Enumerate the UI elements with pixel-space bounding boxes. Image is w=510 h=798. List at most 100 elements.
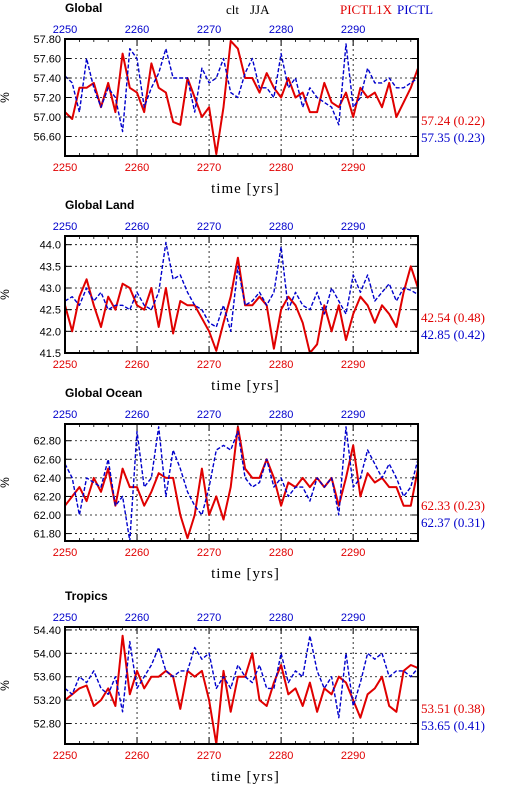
header-season-label: JJA [250, 2, 270, 17]
x-tick-label-top: 2260 [125, 409, 149, 421]
mean-label-pictl1x: 57.24 (0.22) [421, 113, 485, 128]
x-tick-label-bottom: 2250 [53, 547, 77, 559]
panel-title: Global [65, 1, 102, 15]
x-tick-label-bottom: 2290 [341, 547, 365, 559]
series-line-pictl1x [64, 425, 419, 540]
x-tick-label-top: 2250 [53, 409, 77, 421]
x-tick-label-bottom: 2260 [125, 750, 149, 762]
y-tick-label: 54.00 [33, 648, 61, 660]
y-tick-label: 42.5 [40, 305, 61, 317]
y-axis-label: % [0, 289, 12, 300]
x-tick-label-top: 2280 [269, 24, 293, 36]
y-tick-label: 54.40 [33, 625, 61, 637]
y-tick-label: 52.80 [33, 719, 61, 731]
y-tick-label: 44.0 [40, 240, 61, 252]
mean-label-pictl: 62.37 (0.31) [421, 515, 485, 530]
series-line-pictl1x [64, 256, 419, 354]
series-line-pictl1x [64, 39, 419, 156]
x-tick-label-top: 2290 [341, 612, 365, 624]
x-tick-label-top: 2270 [197, 612, 221, 624]
x-tick-label-bottom: 2260 [125, 359, 149, 371]
plot-frame [64, 423, 419, 542]
x-tick-label-top: 2270 [197, 409, 221, 421]
x-tick-label-bottom: 2260 [125, 547, 149, 559]
x-tick-label-bottom: 2270 [197, 359, 221, 371]
x-tick-label-top: 2250 [53, 612, 77, 624]
x-tick-label-top: 2260 [125, 221, 149, 233]
header-exp2-label: PICTL [397, 2, 433, 17]
panel-title: Global Land [65, 198, 134, 212]
plot-frame [64, 626, 419, 745]
mean-label-pictl: 57.35 (0.23) [421, 130, 485, 145]
x-tick-label-bottom: 2290 [341, 359, 365, 371]
x-tick-label-bottom: 2280 [269, 547, 293, 559]
y-tick-label: 62.20 [33, 491, 61, 503]
chart-panel-4: Tropics52.8053.2053.6054.0054.4022502250… [0, 589, 485, 785]
x-tick-label-bottom: 2280 [269, 750, 293, 762]
y-tick-label: 43.5 [40, 261, 61, 273]
x-tick-label-bottom: 2270 [197, 162, 221, 174]
y-tick-label: 56.60 [33, 132, 61, 144]
y-axis-label: % [0, 92, 12, 103]
x-tick-label-bottom: 2270 [197, 750, 221, 762]
series-line-pictl1x [64, 634, 419, 745]
x-tick-label-top: 2280 [269, 221, 293, 233]
x-tick-label-bottom: 2290 [341, 162, 365, 174]
y-tick-label: 57.80 [33, 34, 61, 46]
chart-panel-2: Global Land 41.5 42.0 42.5 43.0 43.5 44.0 2250 2… [0, 198, 485, 394]
mean-label-pictl1x: 53.51 (0.38) [421, 701, 485, 716]
y-tick-label: 62.80 [33, 436, 61, 448]
x-tick-label-top: 2280 [269, 612, 293, 624]
y-tick-label: 57.40 [33, 73, 61, 85]
series-line-pictl [64, 426, 419, 542]
x-axis-label: time [yrs] [211, 769, 280, 785]
panel-title: Tropics [65, 589, 108, 603]
y-tick-label: 57.20 [33, 93, 61, 105]
header-var-label: clt [226, 2, 239, 17]
x-tick-label-top: 2290 [341, 24, 365, 36]
chart-panel-3: Global Ocean 61.80 62.00 62.20 62.40 62.60 62.… [0, 386, 485, 582]
series-line-pictl [64, 635, 419, 719]
mean-label-pictl: 53.65 (0.41) [421, 718, 485, 733]
plot-frame [64, 235, 419, 354]
x-axis-label: time [yrs] [211, 181, 280, 197]
x-tick-label-bottom: 2260 [125, 162, 149, 174]
y-tick-label: 41.5 [40, 348, 61, 360]
series-line-pictl [64, 43, 419, 133]
y-tick-label: 62.40 [33, 473, 61, 485]
y-tick-label: 53.20 [33, 695, 61, 707]
x-tick-label-top: 2250 [53, 24, 77, 36]
x-axis-label: time [yrs] [211, 566, 280, 582]
x-tick-label-bottom: 2280 [269, 359, 293, 371]
y-tick-label: 53.60 [33, 672, 61, 684]
y-tick-label: 62.60 [33, 454, 61, 466]
mean-label-pictl: 42.85 (0.42) [421, 327, 485, 342]
x-tick-label-bottom: 2280 [269, 162, 293, 174]
x-tick-label-bottom: 2250 [53, 162, 77, 174]
x-tick-label-top: 2260 [125, 612, 149, 624]
mean-label-pictl1x: 62.33 (0.23) [421, 498, 485, 513]
x-tick-label-top: 2290 [341, 221, 365, 233]
y-tick-label: 42.0 [40, 326, 61, 338]
x-tick-label-top: 2270 [197, 24, 221, 36]
chart-panel-1: Global56.6057.0057.2057.4057.6057.802250… [0, 1, 485, 197]
x-tick-label-top: 2270 [197, 221, 221, 233]
y-tick-label: 43.0 [40, 283, 61, 295]
y-axis-label: % [0, 477, 12, 488]
x-tick-label-bottom: 2250 [53, 359, 77, 371]
panel-title: Global Ocean [65, 386, 142, 400]
x-tick-label-bottom: 2270 [197, 547, 221, 559]
y-tick-label: 57.00 [33, 112, 61, 124]
y-tick-label: 62.00 [33, 510, 61, 522]
mean-label-pictl1x: 42.54 (0.48) [421, 310, 485, 325]
x-axis-label: time [yrs] [211, 378, 280, 394]
x-tick-label-top: 2250 [53, 221, 77, 233]
y-tick-label: 61.80 [33, 529, 61, 541]
x-tick-label-top: 2260 [125, 24, 149, 36]
y-tick-label: 57.60 [33, 54, 61, 66]
panels-group: Global56.6057.0057.2057.4057.6057.802250… [0, 1, 485, 785]
x-tick-label-bottom: 2290 [341, 750, 365, 762]
y-axis-label: % [0, 680, 12, 691]
x-tick-label-top: 2280 [269, 409, 293, 421]
